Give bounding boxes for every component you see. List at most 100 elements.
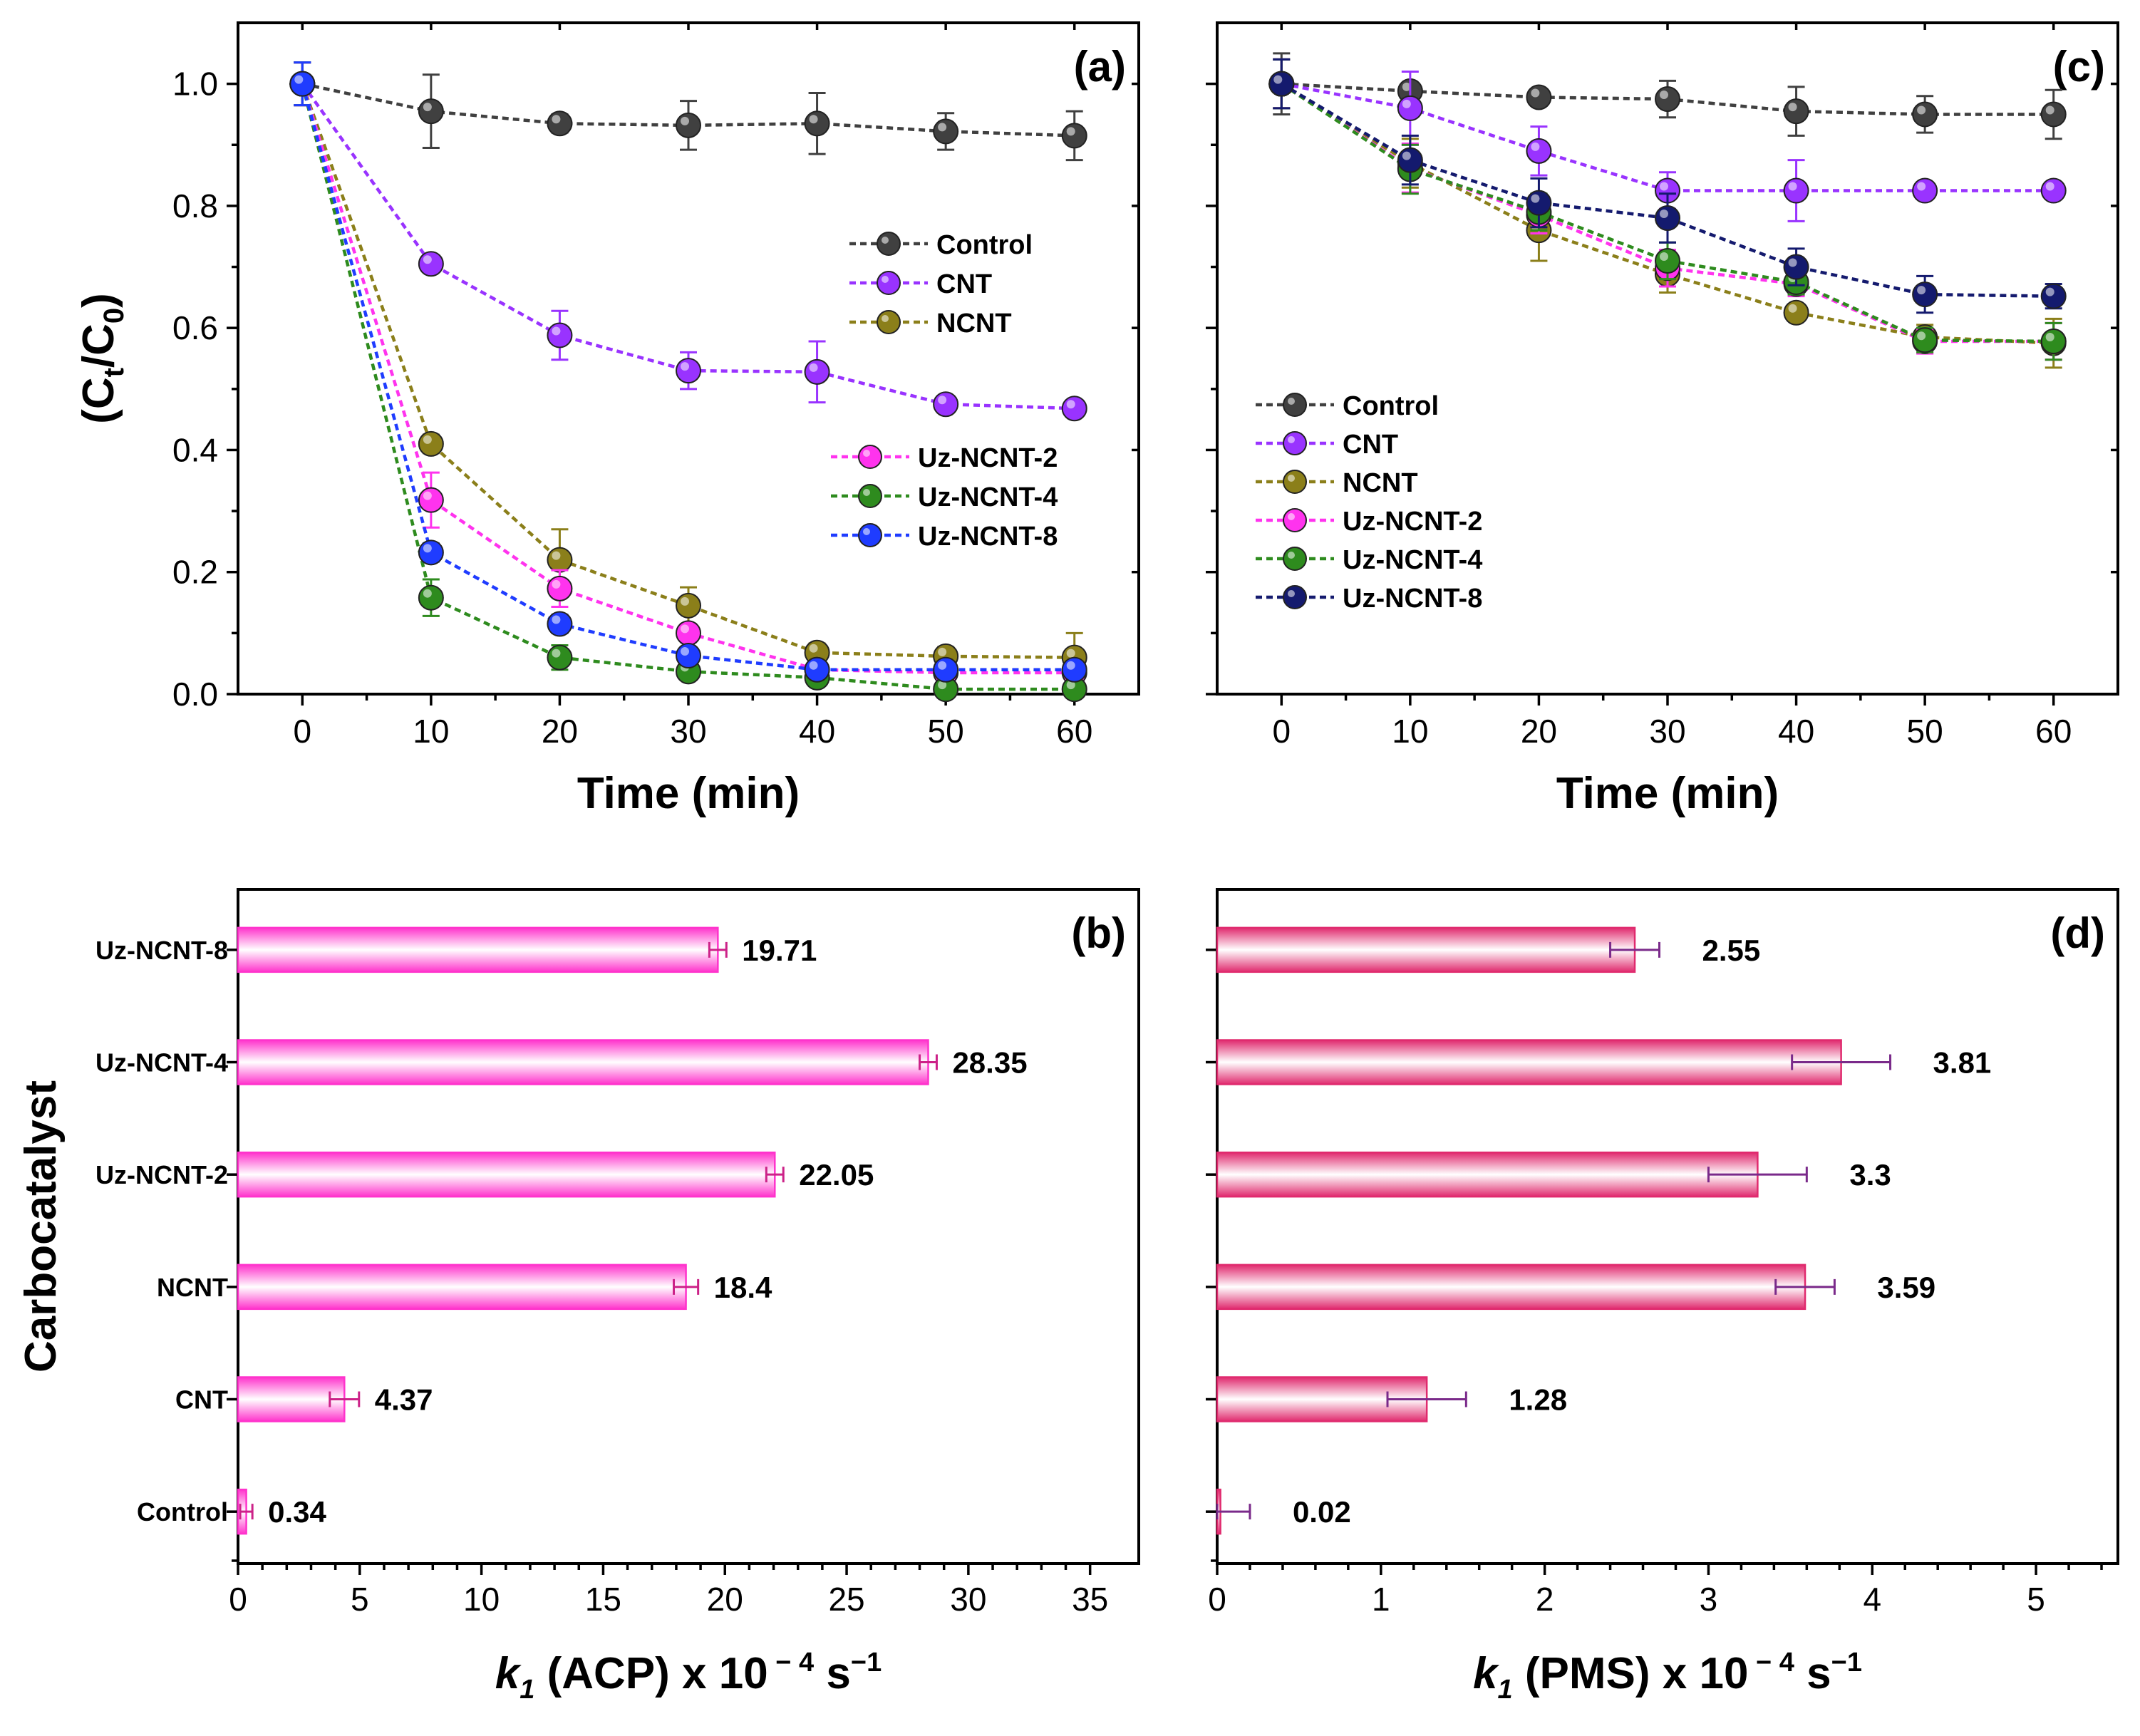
category-label-control: Control — [137, 1497, 228, 1526]
y-axis-title: (Ct/C0) — [74, 293, 130, 424]
value-label-cnt: 4.37 — [375, 1383, 433, 1417]
point-highlight — [2045, 333, 2054, 342]
x-tick-label: 35 — [1072, 1581, 1108, 1618]
data-point-ncnt — [1783, 299, 1809, 326]
x-title-superscript: − 4 — [1748, 1648, 1794, 1678]
point-highlight — [1066, 649, 1075, 658]
point-highlight — [938, 681, 947, 690]
data-point-control — [1783, 98, 1809, 125]
data-point-control — [676, 112, 701, 138]
data-point-cnt — [933, 391, 959, 418]
data-point-control — [1655, 86, 1680, 113]
bar-uz-ncnt-8 — [237, 926, 719, 973]
category-label-uz-ncnt-8: Uz-NCNT-8 — [95, 936, 228, 965]
x-title-unit: s — [1794, 1649, 1831, 1698]
point-highlight — [938, 647, 947, 656]
point-highlight — [938, 661, 947, 670]
data-point-uz-ncnt-2 — [547, 575, 573, 601]
value-label-cnt: 1.28 — [1509, 1383, 1567, 1417]
x-tick-label: 30 — [670, 713, 706, 750]
point-highlight — [552, 649, 561, 658]
data-point-uz-ncnt-8 — [418, 539, 444, 566]
category-label-uz-ncnt-4: Uz-NCNT-4 — [95, 1048, 228, 1078]
bar-ncnt — [1216, 1264, 1806, 1311]
data-point-cnt — [418, 251, 444, 277]
x-axis-title: Time (min) — [577, 769, 800, 818]
x-tick-label: 0 — [229, 1581, 247, 1618]
legend-marker-uz-ncnt-4 — [858, 484, 882, 508]
error-bar-uz-ncnt-2 — [1707, 1167, 1808, 1183]
legend-marker-highlight — [1288, 590, 1295, 597]
data-point-uz-ncnt-8 — [1783, 254, 1809, 280]
legend-label-cnt: CNT — [936, 269, 992, 299]
point-highlight — [1917, 331, 1926, 341]
value-label-uz-ncnt-4: 28.35 — [952, 1046, 1027, 1080]
legend-label-uz-ncnt-2: Uz-NCNT-2 — [1343, 507, 1482, 537]
x-tick-label: 20 — [1521, 713, 1557, 750]
error-bar-ncnt — [1774, 1278, 1836, 1295]
y-tick-label: 0.2 — [172, 554, 218, 591]
x-axis-title: k1 (ACP) x 10 − 4 s−1 — [495, 1648, 882, 1705]
point-highlight — [809, 661, 818, 670]
x-tick-label: 60 — [2035, 713, 2072, 750]
point-highlight — [1531, 142, 1540, 151]
legend-label-uz-ncnt-4: Uz-NCNT-4 — [918, 482, 1058, 512]
point-highlight — [1788, 103, 1797, 112]
legend-marker-highlight — [863, 489, 870, 496]
category-label-uz-ncnt-2: Uz-NCNT-2 — [95, 1160, 228, 1189]
data-point-cnt — [676, 358, 701, 384]
data-point-uz-ncnt-8 — [1526, 190, 1552, 216]
value-label-uz-ncnt-8: 2.55 — [1702, 934, 1761, 967]
x-title-superscript: − 4 — [768, 1648, 814, 1678]
point-highlight — [1660, 252, 1668, 261]
value-label-uz-ncnt-4: 3.81 — [1933, 1046, 1992, 1080]
point-highlight — [552, 579, 561, 589]
point-highlight — [938, 123, 947, 132]
point-highlight — [1531, 194, 1540, 203]
x-title-superscript: −1 — [851, 1648, 882, 1678]
data-point-control — [1912, 101, 1938, 128]
x-tick-label: 5 — [2027, 1581, 2045, 1618]
point-highlight — [681, 624, 689, 634]
point-highlight — [423, 544, 432, 553]
x-tick-label: 0 — [293, 713, 311, 750]
data-point-uz-ncnt-4 — [418, 584, 444, 611]
legend-marker-uz-ncnt-4 — [1283, 547, 1307, 571]
point-highlight — [1660, 91, 1668, 100]
legend-marker-highlight — [1288, 552, 1295, 559]
error-bar-ncnt — [673, 1278, 700, 1295]
point-highlight — [1402, 151, 1411, 160]
data-point-uz-ncnt-8 — [804, 656, 830, 683]
point-highlight — [423, 435, 432, 444]
legend-marker-uz-ncnt-2 — [858, 445, 882, 469]
point-highlight — [294, 75, 304, 84]
point-highlight — [809, 363, 818, 372]
point-highlight — [552, 551, 561, 560]
legend-marker-ncnt — [1283, 470, 1307, 494]
panel-label: (d) — [2050, 909, 2105, 957]
error-bar-uz-ncnt-4 — [919, 1054, 938, 1070]
point-highlight — [1917, 182, 1926, 191]
bar-uz-ncnt-4 — [1216, 1039, 1842, 1085]
data-point-cnt — [804, 358, 830, 385]
x-title-superscript: −1 — [1831, 1648, 1862, 1678]
x-title-k: k — [495, 1649, 522, 1698]
legend-label-uz-ncnt-8: Uz-NCNT-8 — [1343, 584, 1482, 614]
point-highlight — [809, 644, 818, 653]
data-point-control — [1061, 123, 1087, 149]
value-label-uz-ncnt-2: 22.05 — [799, 1158, 874, 1192]
data-point-uz-ncnt-8 — [1268, 71, 1295, 97]
data-point-control — [418, 98, 444, 125]
error-bar-cnt — [329, 1391, 361, 1407]
category-label-ncnt: NCNT — [157, 1273, 228, 1302]
data-point-uz-ncnt-8 — [547, 611, 573, 637]
bar-uz-ncnt-2 — [237, 1151, 776, 1198]
x-tick-label: 20 — [707, 1581, 743, 1618]
value-label-uz-ncnt-8: 19.71 — [742, 934, 817, 967]
point-highlight — [1531, 88, 1540, 98]
data-point-uz-ncnt-4 — [1655, 247, 1680, 274]
x-tick-label: 50 — [1907, 713, 1943, 750]
x-title-part: (PMS) x 10 — [1513, 1649, 1749, 1698]
data-point-cnt — [547, 322, 573, 348]
